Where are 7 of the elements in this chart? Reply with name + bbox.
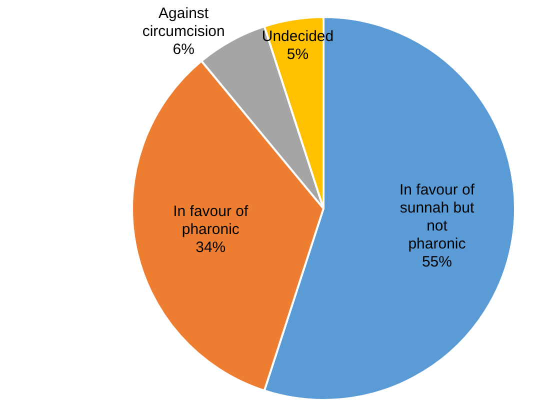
slice-label: Against circumcision <box>142 5 225 40</box>
slice-label: In favour of pharonic <box>173 203 249 238</box>
slice-label: In favour of sunnah but not pharonic <box>399 182 476 253</box>
data-label: 6% <box>172 41 194 58</box>
data-label: 55% <box>422 254 452 271</box>
data-label: 5% <box>286 46 309 63</box>
data-label: 34% <box>196 239 226 256</box>
